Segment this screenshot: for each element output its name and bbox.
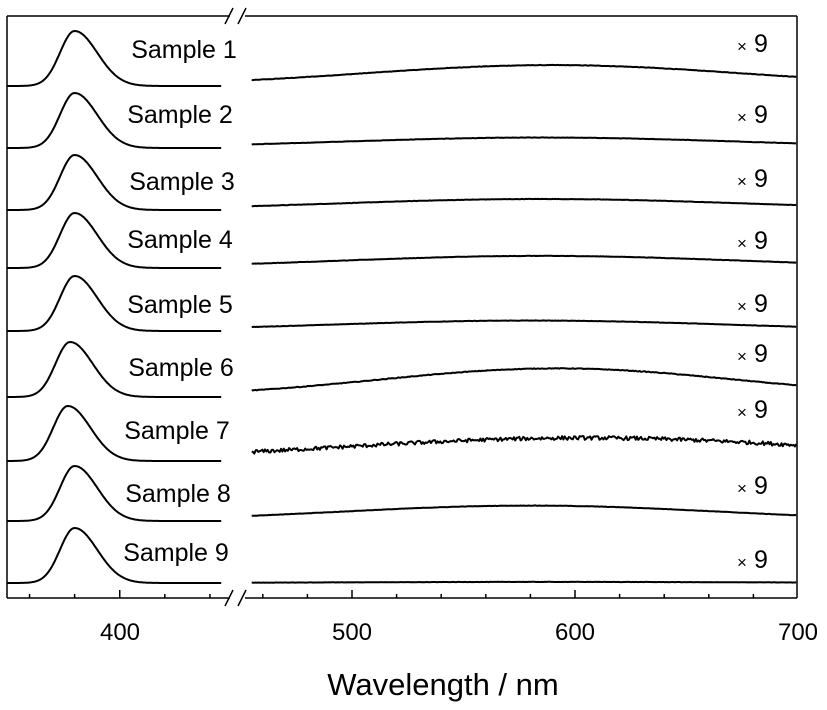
multiplier-sign: × [737,234,747,253]
axis-break-bottom [224,589,247,607]
x-axis-title: Wavelength / nm [327,667,558,702]
multiplier-sign: × [737,553,747,572]
multiplier-sign: × [737,347,747,366]
spectra-traces [7,30,798,584]
series-visible-line [251,319,797,329]
sample-label: Sample 6 [128,354,234,382]
multiplier-sign: × [737,403,747,422]
series-visible-line [251,504,797,517]
multiplier-value: 9 [754,546,768,574]
series-visible-line [251,435,798,455]
series-uv-line [7,465,222,522]
x-tick-label: 600 [555,619,595,646]
multiplier-value: 9 [754,396,768,424]
series-uv-line [7,275,222,332]
multiplier-sign: × [737,297,747,316]
series-visible-line [251,367,797,392]
x-axis-ticks [28,590,755,598]
sample-label: Sample 8 [125,480,231,508]
series-visible-line [251,580,797,584]
multiplier-value: 9 [754,30,768,58]
series-uv-line [7,30,222,87]
multiplier-sign: × [737,172,747,191]
multiplier-sign: × [737,37,747,56]
axis-break-top [224,7,247,25]
series-visible-line [251,254,797,265]
multiplier-labels: × 9 × 9 × 9 × 9 × 9 × 9 × 9 × 9 × 9 [737,30,768,574]
multiplier-value: 9 [754,227,768,255]
sample-label: Sample 4 [127,226,233,254]
multiplier-sign: × [737,479,747,498]
sample-label: Sample 7 [124,417,230,445]
x-tick-label: 700 [778,619,818,646]
multiplier-value: 9 [754,340,768,368]
sample-label: Sample 3 [129,168,235,196]
multiplier-sign: × [737,108,747,127]
series-visible-line [251,197,797,208]
sample-labels: Sample 1 Sample 2 Sample 3 Sample 4 Sample 5… [123,36,237,567]
series-uv-line [7,527,222,584]
sample-label: Sample 9 [123,539,229,567]
series-uv-line [7,92,222,149]
x-tick-label: 400 [100,619,140,646]
series-visible-line [251,63,797,82]
series-uv-line [7,154,222,211]
x-tick-label: 500 [332,619,372,646]
sample-label: Sample 5 [127,291,233,319]
multiplier-value: 9 [754,101,768,129]
sample-label: Sample 1 [131,36,237,64]
series-uv-line [7,212,222,269]
series-uv-line [7,341,222,398]
multiplier-value: 9 [754,290,768,318]
multiplier-value: 9 [754,165,768,193]
sample-label: Sample 2 [127,101,233,129]
series-visible-line [251,136,797,146]
multiplier-value: 9 [754,472,768,500]
series-uv-line [7,405,222,462]
